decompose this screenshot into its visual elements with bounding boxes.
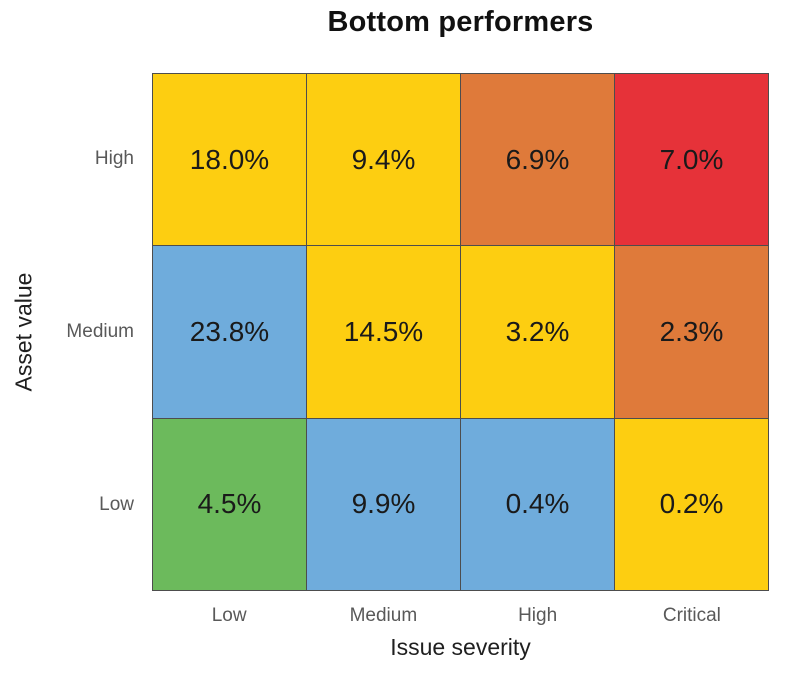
heatmap-cell-low-low: 4.5%	[153, 418, 306, 590]
heatmap-cell-low-medium: 9.9%	[307, 418, 460, 590]
heatmap-cell-medium-medium: 14.5%	[307, 246, 460, 418]
x-axis-title: Issue severity	[390, 634, 531, 660]
heatmap-cell-low-critical: 0.2%	[615, 418, 768, 590]
heatmap-cell-medium-high: 3.2%	[461, 246, 614, 418]
x-tick-low: Low	[211, 605, 247, 626]
y-tick-low: Low	[99, 494, 134, 515]
heatmap-cell-medium-low: 23.8%	[153, 246, 306, 418]
heatmap-cell-medium-critical: 2.3%	[615, 246, 768, 418]
x-tick-high: High	[518, 605, 558, 626]
y-tick-medium: Medium	[66, 321, 134, 342]
heatmap-cell-high-medium: 9.4%	[307, 74, 460, 246]
heatmap-cell-low-high: 0.4%	[461, 418, 614, 590]
x-tick-medium: Medium	[349, 605, 418, 626]
heatmap-cell-high-low: 18.0%	[153, 74, 306, 246]
y-tick-high: High	[94, 148, 134, 169]
heatmap-cell-high-high: 6.9%	[461, 74, 614, 246]
chart-title: Bottom performers	[327, 6, 594, 38]
heatmap-cell-high-critical: 7.0%	[615, 74, 768, 246]
x-tick-critical: Critical	[662, 605, 721, 626]
x-axis-ticks: Low Medium High Critical	[152, 605, 769, 627]
heatmap-grid: 18.0% 9.4% 6.9% 7.0% 23.8% 14.5% 3.2% 2.…	[152, 73, 769, 591]
